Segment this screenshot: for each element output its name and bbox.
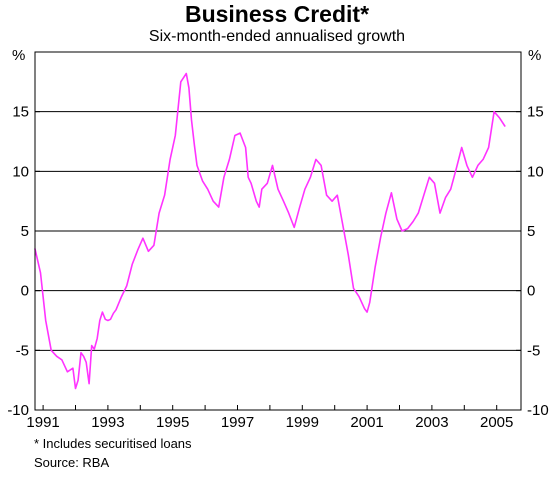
ytick-label-left: 15 [12,104,29,121]
ytick-label-left: -10 [7,402,29,419]
axis-labels: -10 -10 -5 -5 0 0 5 5 10 10 15 15% % 1991 1993 1995 1997… [7,47,548,431]
xtick-label: 2003 [415,414,448,431]
xtick-label: 2005 [480,414,513,431]
ytick-label-right: -5 [527,342,540,359]
ytick-label-left: 10 [12,163,29,180]
series-line-0 [34,72,506,390]
ytick-label-left: -5 [16,342,29,359]
plot-frame [34,51,522,411]
chart-subtitle: Six-month-ended annualised growth [148,28,406,45]
series-layer [34,72,506,390]
footnote-securitised: * Includes securitised loans [34,436,192,451]
xtick-label: 1999 [286,414,319,431]
ytick-label-right: 15 [527,104,544,121]
xtick-label: 1991 [26,414,59,431]
xtick-label: 1993 [91,414,124,431]
xtick-label: 1995 [156,414,189,431]
ytick-label-right: -10 [527,402,549,419]
ytick-label-left: 5 [21,223,29,240]
chart-title: Business Credit* [184,1,370,27]
grid-lines [35,111,521,351]
ytick-label-right: 0 [527,283,535,300]
ytick-label-left: 0 [21,283,29,300]
xtick-label: 2001 [350,414,383,431]
ytick-label-right: 5 [527,223,535,240]
source-note: Source: RBA [34,455,110,470]
ytick-label-right: 10 [527,163,544,180]
y-unit-label-right: % [528,47,541,64]
xtick-label: 1997 [221,414,254,431]
y-unit-label-left: % [12,47,25,64]
